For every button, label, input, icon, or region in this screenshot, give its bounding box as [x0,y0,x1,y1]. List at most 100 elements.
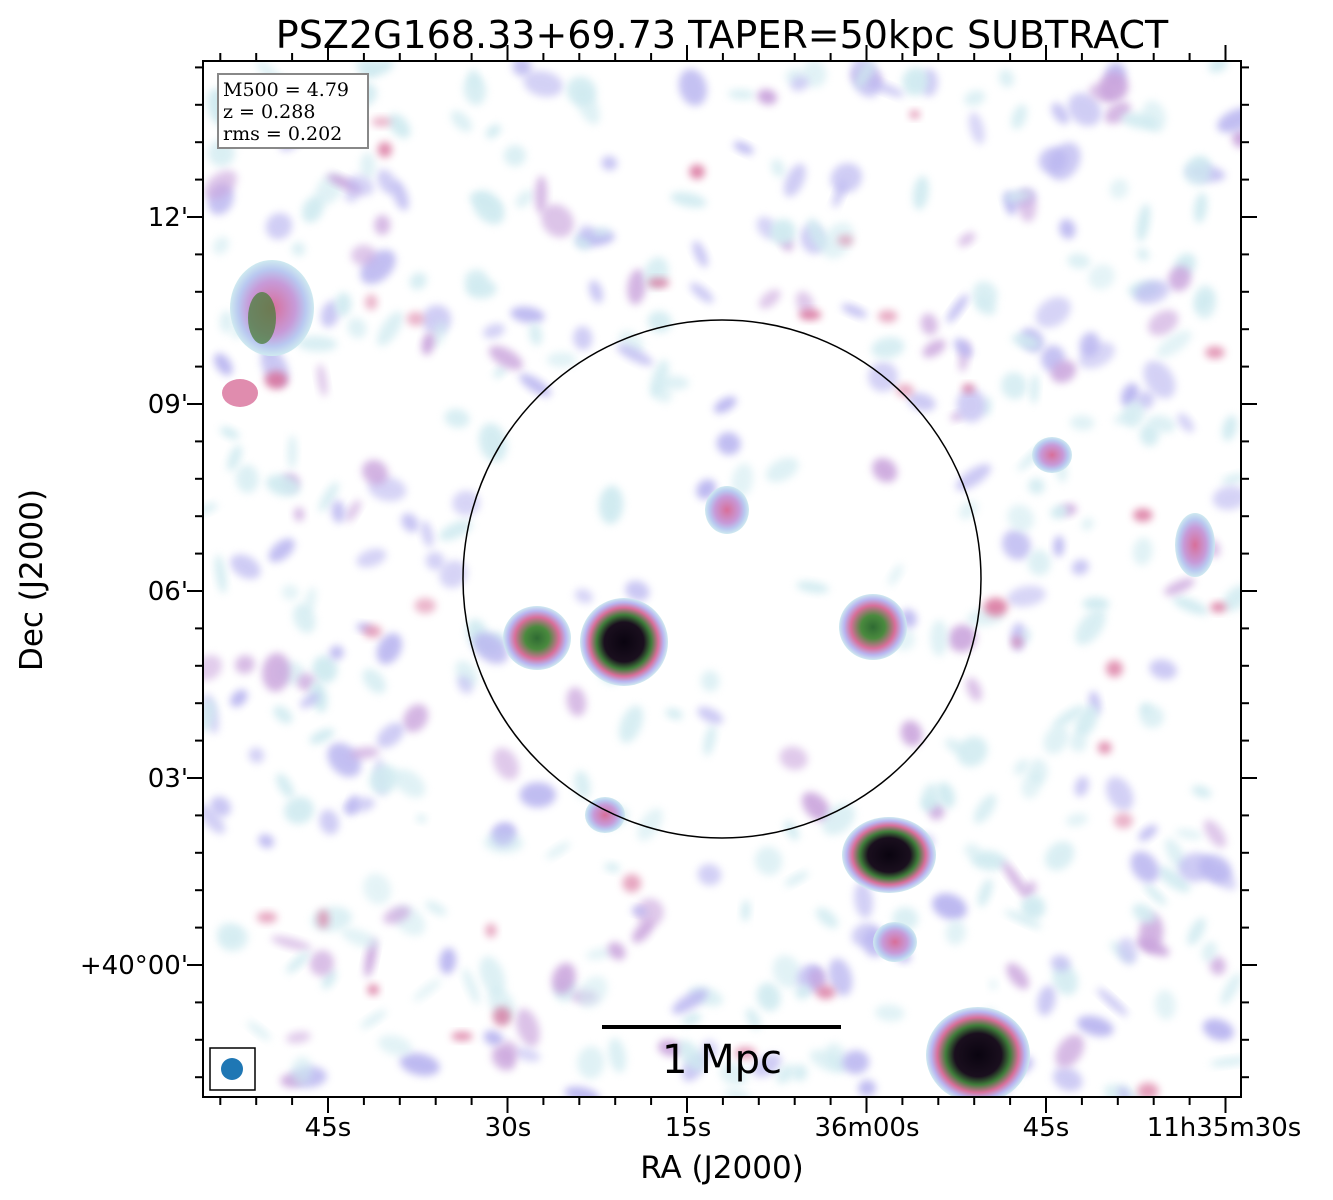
noise-blob [665,708,683,720]
noise-blob [388,113,411,139]
noise-blob [1079,332,1100,357]
noise-blob [854,881,874,919]
noise-blob [363,873,392,905]
scale-bar-label: 1 Mpc [662,1037,782,1083]
noise-blob [1144,883,1167,906]
x-axis-label: RA (J2000) [640,1150,804,1186]
noise-blob [235,464,259,494]
noise-blob [319,809,340,835]
noise-blob [485,124,501,139]
noise-blob [650,359,669,398]
noise-blob [703,724,717,756]
noise-blob-bright [264,371,288,389]
noise-blob [203,655,223,681]
noise-blob [203,699,216,732]
noise-blob-bright [1097,741,1112,754]
noise-blob [463,73,487,106]
source-mid [705,486,749,534]
noise-blob [564,1086,600,1097]
noise-blob [503,144,527,167]
info-box: M500 = 4.79 z = 0.288 rms = 0.202 [217,73,369,149]
noise-blob [598,485,624,525]
noise-blob [1067,253,1091,269]
noise-blob [1030,373,1039,404]
x-tick-label: 30s [485,1113,532,1143]
noise-blob [588,280,604,304]
noise-blob [210,796,232,817]
noise-blob [731,463,754,498]
noise-blob-bright [256,911,278,924]
noise-blob-bright [1205,346,1225,359]
noise-blob [439,947,457,975]
noise-blob [1096,988,1128,1017]
noise-blob [608,942,626,960]
noise-blob [212,236,230,255]
noise-blob [660,375,690,390]
noise-blob [1201,941,1217,962]
noise-blob [1002,529,1031,561]
noise-blob [1136,203,1151,242]
noise-blob [1007,585,1046,607]
noise-blob [1059,219,1076,239]
noise-blob [514,1047,541,1062]
noise-blob-bright [1105,660,1123,678]
noise-blob [1209,1057,1241,1067]
noise-blob [1168,265,1192,292]
noise-blob [317,363,328,397]
noise-blob [577,975,608,1009]
noise-blob [246,1021,271,1041]
noise-blob [779,746,808,771]
noise-blob [604,862,621,873]
noise-blob [1177,413,1194,433]
noise-blob [1001,372,1028,400]
noise-blob [900,720,923,747]
noise-blob [286,1031,311,1044]
noise-blob [627,269,647,305]
noise-blob [1035,296,1071,328]
noise-blob [399,1052,440,1076]
noise-blob [625,580,650,602]
noise-blob [776,1064,795,1084]
noise-blob [973,794,997,824]
noise-blob [741,900,751,922]
noise-blob [203,804,226,834]
noise-blob [1222,415,1238,441]
noise-blob [678,68,708,106]
noise-blob [807,218,827,251]
noise-blob [964,843,981,858]
noise-blob [546,352,577,368]
noise-blob [220,426,240,440]
noise-blob [1007,504,1035,532]
noise-blob [1121,383,1139,408]
noise-blob-bright [485,923,497,938]
noise-blob [1149,659,1177,680]
noise-blob-bright [798,309,822,321]
source-se-small [873,922,917,962]
noise-blob [545,841,571,860]
noise-blob [1028,478,1045,495]
noise-blob [795,984,811,1000]
info-m500: M500 = 4.79 [223,79,349,101]
source-w-small [222,379,258,407]
noise-blob [1070,415,1095,431]
noise-blob-bright [647,278,670,288]
noise-blob [1081,517,1094,531]
noise-blob [515,1008,540,1047]
noise-blob [964,90,986,107]
noise-blob [376,722,405,748]
noise-blob [821,222,854,259]
noise-blob [692,240,708,268]
noise-blob [784,871,809,887]
noise-blob [1154,989,1176,1020]
noise-blob [888,563,904,586]
y-tick-label: 09' [148,390,188,420]
noise-blob [265,474,301,497]
noise-blob [713,396,737,414]
noise-blob [1065,813,1088,827]
noise-blob [248,747,265,764]
noise-blob [974,296,997,316]
noise-blob [1175,828,1203,840]
noise-blob [682,1013,702,1026]
noise-blob [759,289,781,309]
noise-blob-bright [1137,1082,1159,1097]
